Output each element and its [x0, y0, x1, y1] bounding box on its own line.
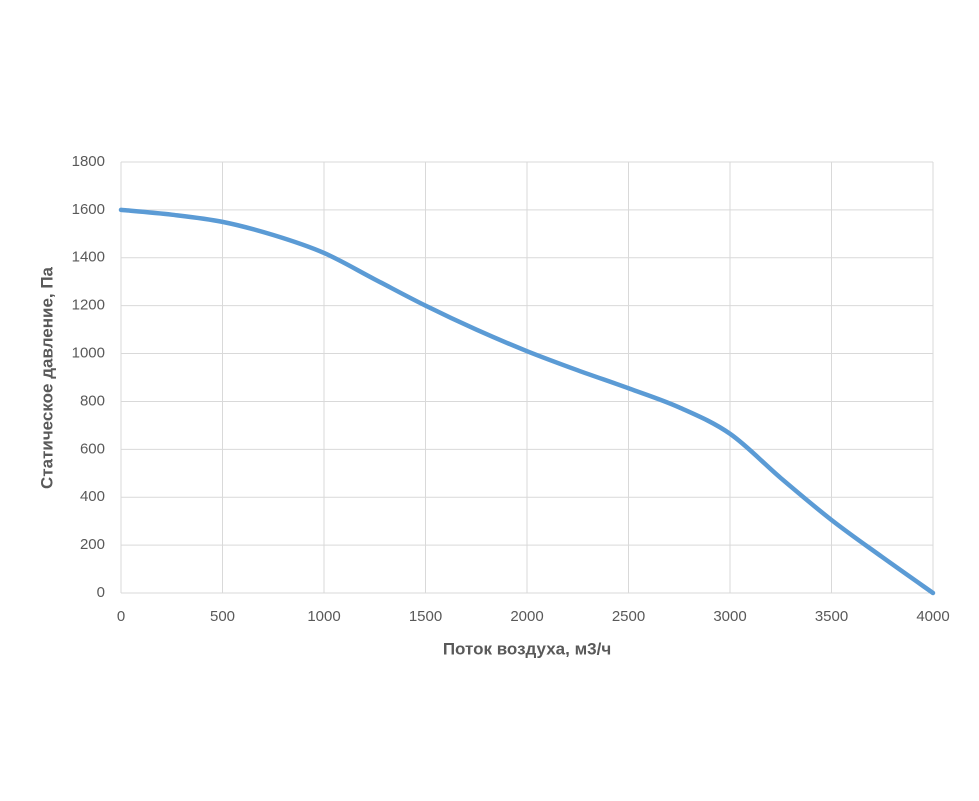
x-tick-label: 1000	[307, 608, 340, 625]
x-axis-title: Поток воздуха, м3/ч	[443, 639, 611, 658]
x-tick-label: 0	[117, 608, 125, 625]
x-tick-label: 1500	[409, 608, 442, 625]
curve	[118, 207, 936, 596]
y-tick-label: 1800	[72, 153, 105, 170]
x-tick-label: 3500	[815, 608, 848, 625]
y-tick-label: 1400	[72, 249, 105, 266]
y-tick-label: 600	[80, 440, 105, 457]
y-tick-label: 1600	[72, 201, 105, 218]
y-axis-title: Статическое давление, Па	[37, 266, 56, 489]
x-tick-label: 4000	[916, 608, 949, 625]
x-tick-label: 500	[210, 608, 235, 625]
y-tick-label: 800	[80, 392, 105, 409]
y-tick-label: 200	[80, 536, 105, 553]
y-tick-label: 1000	[72, 345, 105, 362]
y-tick-label: 0	[97, 584, 105, 601]
y-tick-label: 400	[80, 488, 105, 505]
x-tick-label: 2000	[510, 608, 543, 625]
x-tick-label: 2500	[612, 608, 645, 625]
y-tick-label: 1200	[72, 297, 105, 314]
x-tick-label: 3000	[713, 608, 746, 625]
